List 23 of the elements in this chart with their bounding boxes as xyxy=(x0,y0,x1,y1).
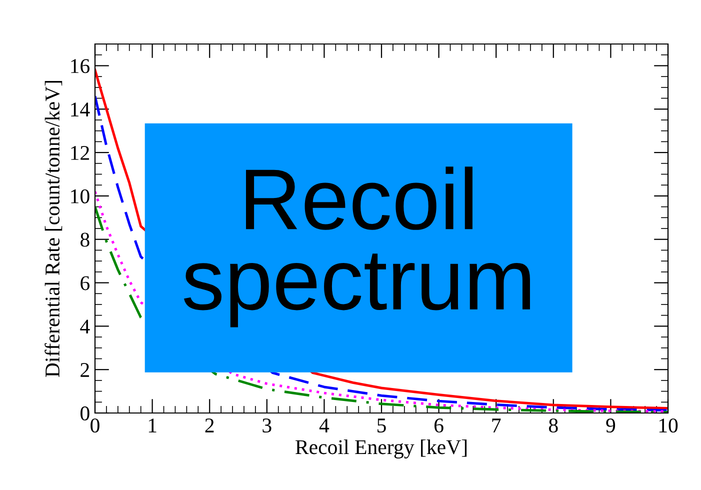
y-tick-label: 4 xyxy=(80,320,90,334)
x-tick-label: 6 xyxy=(434,418,444,433)
x-tick-label: 5 xyxy=(378,418,386,433)
y-tick-label: 16 xyxy=(71,59,90,74)
x-tick-label: 7 xyxy=(492,418,501,432)
x-tick-label: 0 xyxy=(90,418,100,433)
y-tick-label: 10 xyxy=(71,189,90,204)
y-tick-label: 14 xyxy=(71,102,90,116)
x-tick-label: 8 xyxy=(548,418,558,433)
x-tick-label: 10 xyxy=(659,418,678,433)
y-tick-label: 2 xyxy=(80,363,89,377)
y-tick-label: 0 xyxy=(80,406,90,420)
y-tick-label: 8 xyxy=(80,232,90,247)
annotation: Recoil spectrum xyxy=(184,166,530,328)
x-axis-title: Recoil Energy [keV] xyxy=(296,440,467,458)
y-tick-label: 6 xyxy=(80,276,90,290)
y-tick-label: 12 xyxy=(71,146,89,160)
x-tick-label: 2 xyxy=(205,418,214,432)
x-tick-label: 1 xyxy=(148,418,156,432)
x-tick-label: 9 xyxy=(606,418,616,433)
x-tick-label: 3 xyxy=(262,418,272,433)
y-axis-title: Differential Rate [count/tonne/keV] xyxy=(44,80,62,377)
x-tick-label: 4 xyxy=(319,418,330,432)
